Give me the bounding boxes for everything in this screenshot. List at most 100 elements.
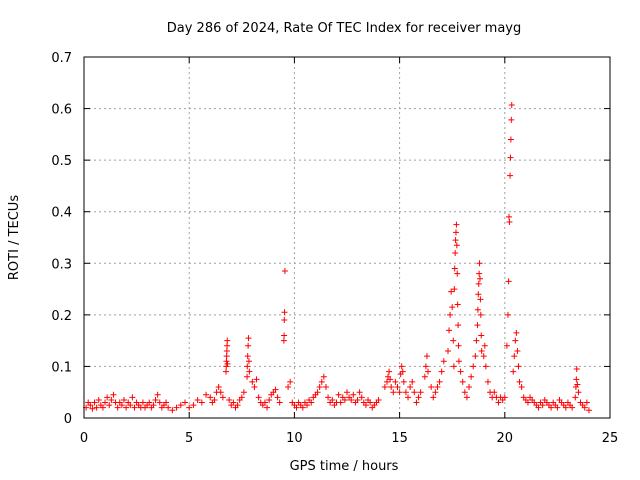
data-point [451,286,458,293]
data-point [285,384,292,391]
data-point [131,404,138,411]
chart-title: Day 286 of 2024, Rate Of TEC Index for r… [167,21,522,36]
data-point [203,391,210,398]
data-point [261,399,268,406]
y-tick-label: 0.3 [51,257,72,272]
data-points [83,101,592,414]
data-point [194,396,201,403]
y-tick-label: 0.5 [51,154,72,169]
data-point [329,396,336,403]
data-point [581,404,588,411]
data-point [507,154,514,161]
data-point [453,242,460,249]
data-point [156,399,163,406]
data-point [430,394,437,401]
data-point [215,384,222,391]
data-point [388,384,395,391]
y-axis-label: ROTI / TECUs [7,195,22,280]
y-tick-label: 0.4 [51,206,72,221]
data-point [293,404,300,411]
data-point [476,270,483,277]
data-point [226,396,233,403]
data-point [146,399,153,406]
data-point [475,291,482,298]
data-point [244,373,251,380]
data-point [354,396,361,403]
data-point [387,376,394,383]
data-point [99,404,106,411]
data-point [476,275,483,282]
data-point [89,405,96,412]
x-tick-label: 25 [602,431,619,446]
data-point [515,363,522,370]
data-point [470,363,477,370]
data-point [322,384,329,391]
data-point [280,337,287,344]
data-point [244,363,251,370]
data-point [562,404,569,411]
data-point [428,384,435,391]
data-point [477,311,484,318]
data-point [114,404,121,411]
data-point [417,389,424,396]
data-point [367,399,374,406]
data-point [186,404,193,411]
data-point [299,404,306,411]
data-point [454,270,461,277]
data-point [400,378,407,385]
data-point [548,404,555,411]
data-point [244,353,251,360]
data-point [506,213,513,220]
data-point [459,378,466,385]
data-point [572,394,579,401]
data-point [152,396,159,403]
data-point [118,402,125,409]
data-point [510,368,517,375]
data-point [455,342,462,349]
data-point [392,378,399,385]
data-point [316,384,323,391]
data-point [219,394,226,401]
data-point [190,402,197,409]
data-point [240,389,247,396]
data-point [348,396,355,403]
data-point [477,296,484,303]
data-point [480,353,487,360]
data-point [123,404,130,411]
data-point [409,378,416,385]
data-point [318,378,325,385]
data-point [524,399,531,406]
data-point [87,402,94,409]
data-point [93,404,100,411]
data-point [422,363,429,370]
plot-frame [83,56,611,419]
data-point [169,407,176,414]
data-point [507,172,514,179]
data-point [446,327,453,334]
data-point [508,101,515,108]
y-tick-label: 0.1 [51,360,72,375]
data-point [450,337,457,344]
data-point [341,396,348,403]
data-point [516,378,523,385]
data-point [223,368,230,375]
data-point [438,368,445,375]
data-point [466,384,473,391]
data-point [245,335,252,342]
x-tick-label: 15 [391,431,408,446]
x-tick-label: 0 [80,431,88,446]
data-point [453,221,460,228]
data-point [386,368,393,375]
data-point [473,337,480,344]
data-point [474,306,481,313]
x-tick-label: 10 [286,431,303,446]
data-point [476,260,483,267]
data-point [253,376,260,383]
data-point [475,280,482,287]
data-point [455,322,462,329]
data-point [554,404,561,411]
data-point [287,378,294,385]
data-point [454,301,461,308]
data-point [325,394,332,401]
data-point [472,353,479,360]
